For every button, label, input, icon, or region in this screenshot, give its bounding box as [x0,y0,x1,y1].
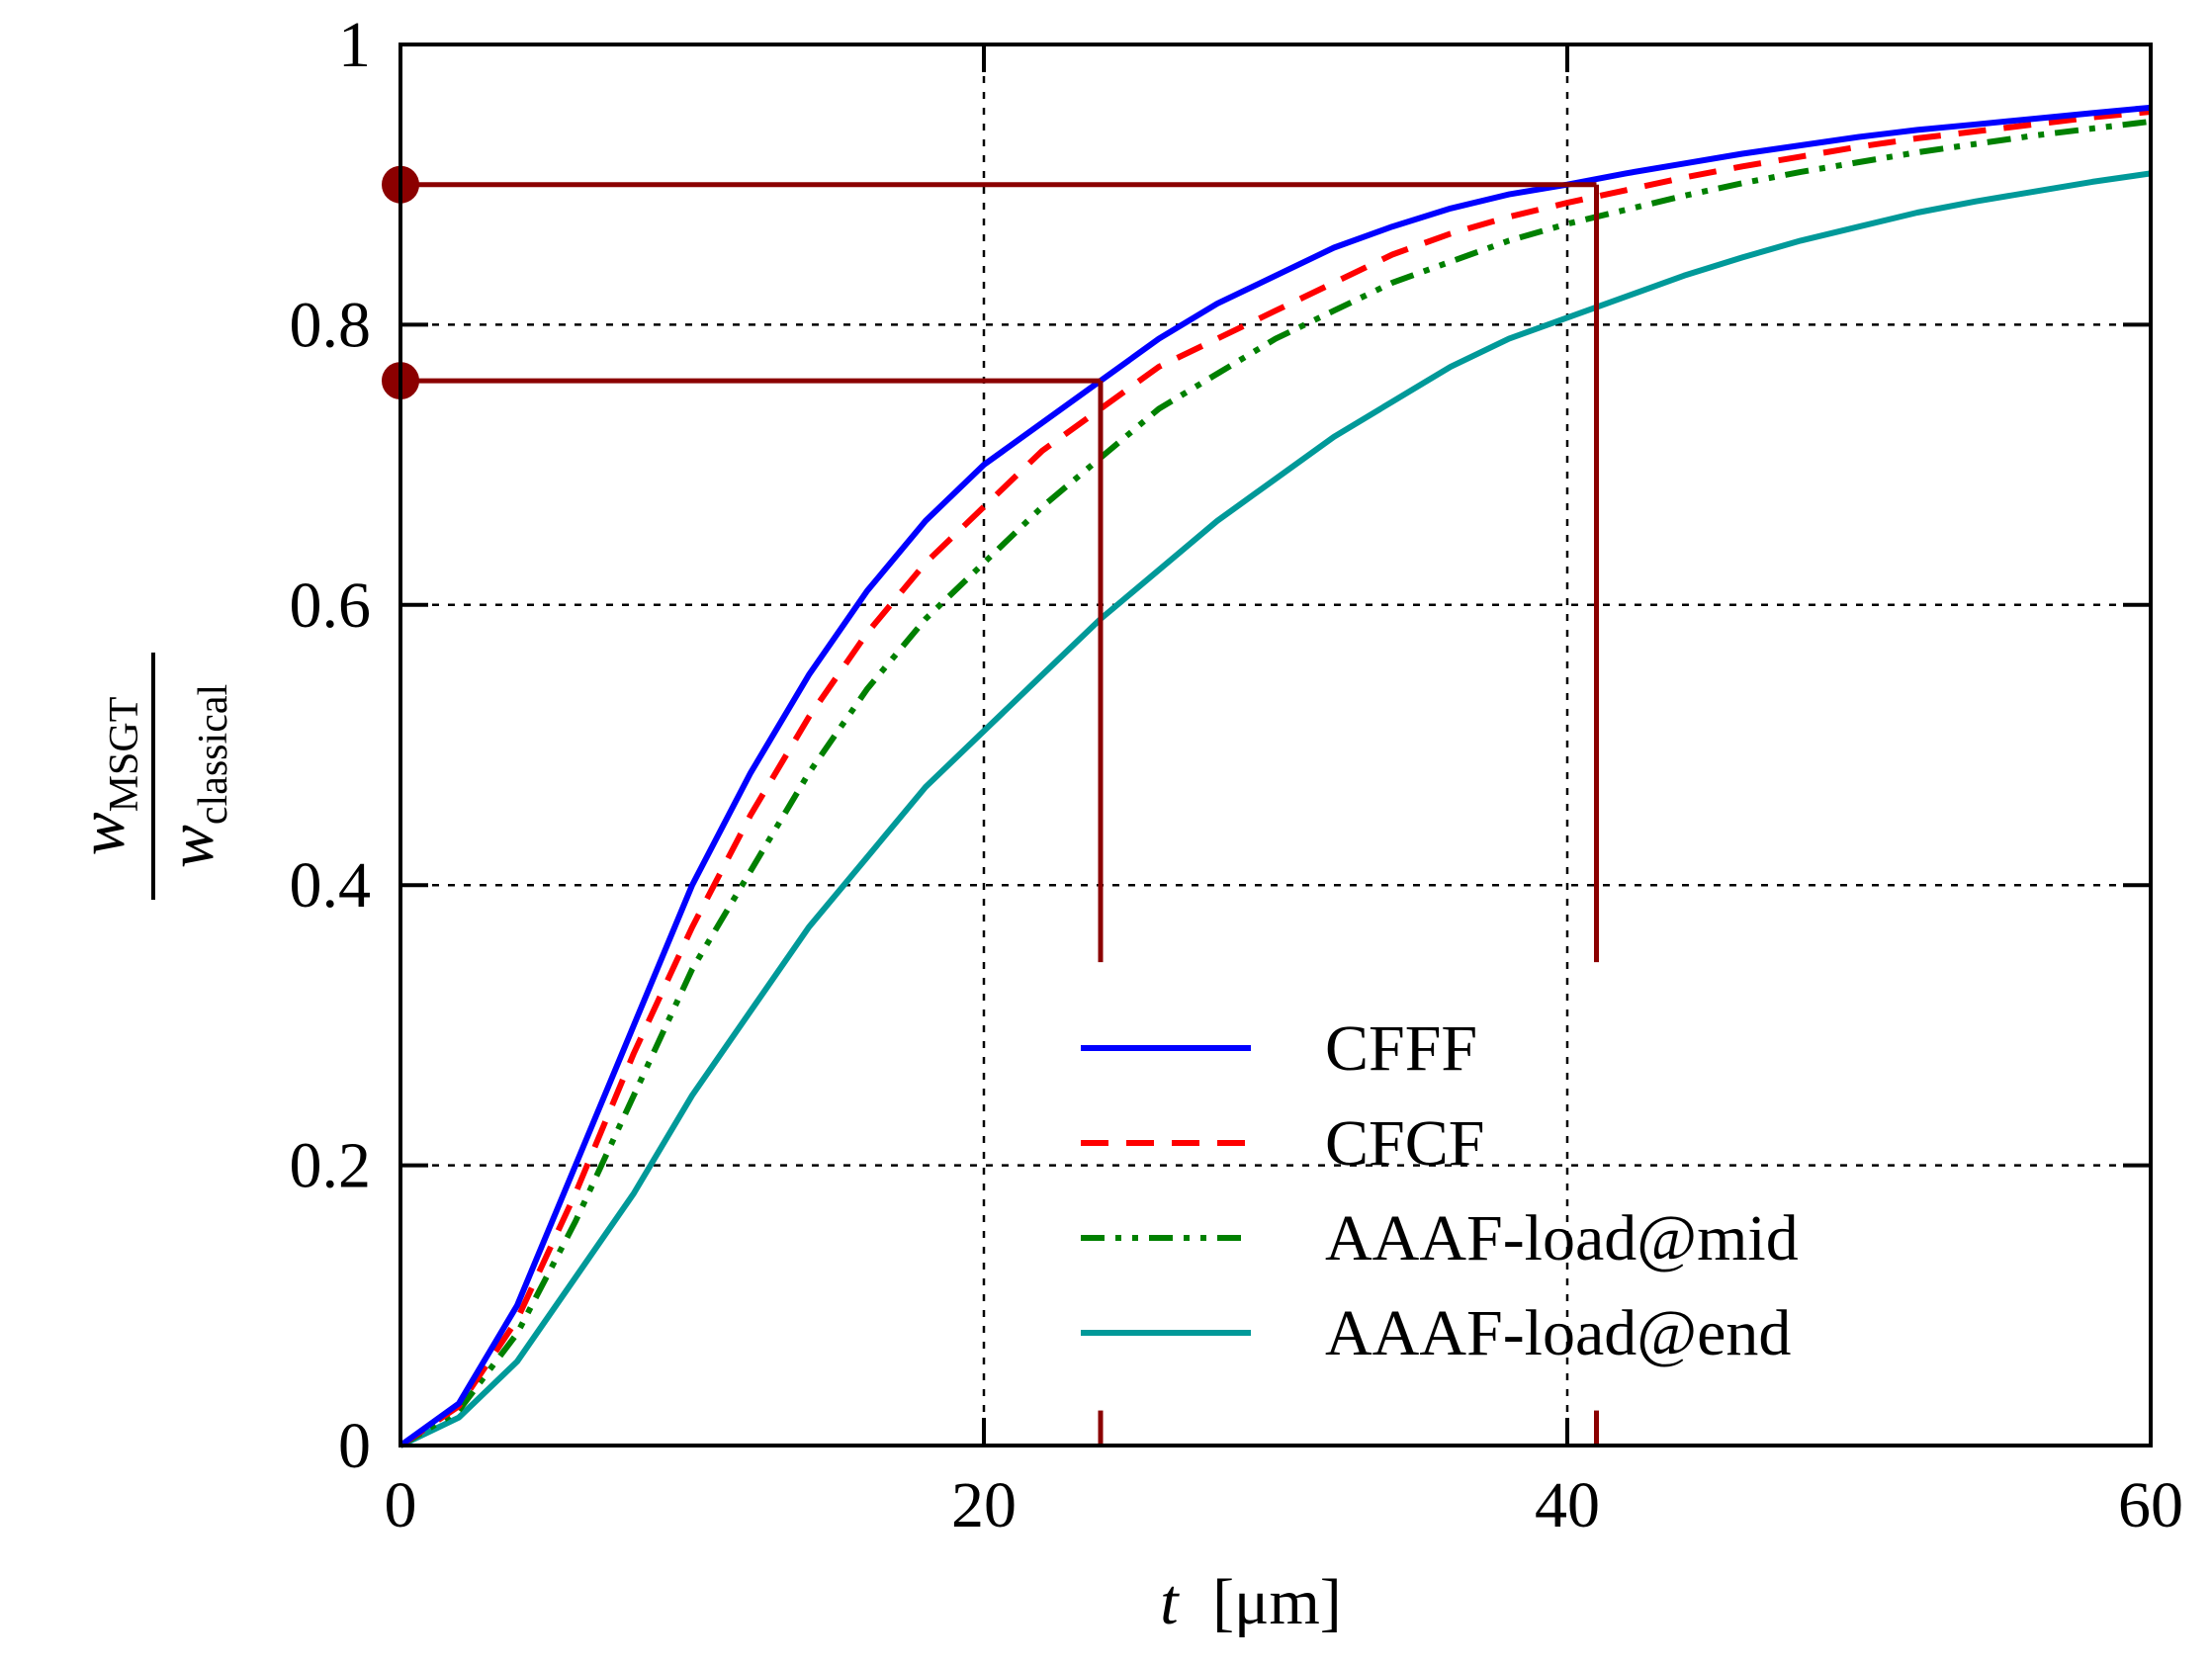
y-axis-denominator: wclassical [155,684,236,868]
x-axis-unit: [μm] [1212,1566,1342,1638]
x-axis-label: t [μm] [1160,1566,1342,1638]
series-layer [398,104,2152,1448]
legend-label: AAAF-load@end [1325,1297,1791,1369]
x-axis-var: t [1160,1566,1180,1638]
y-tick-label: 0.2 [290,1130,372,1202]
y-tick-label: 0.4 [290,849,372,921]
y-tick-label: 0.6 [290,570,372,642]
legend-label: CFCF [1325,1107,1484,1180]
legend-label: AAAF-load@mid [1325,1202,1799,1274]
series-line-cfff [398,104,2152,1448]
y-tick-label: 1 [338,9,371,81]
y-axis-label: wMSGT wclassical [66,653,236,900]
y-tick-label: 0 [338,1410,371,1482]
legend-label: CFFF [1325,1012,1477,1085]
series-line-aaaf-load-end [398,170,2152,1448]
x-tick-label: 0 [385,1469,417,1541]
ticks [398,43,2153,1448]
grid [400,44,2151,1446]
x-tick-label: 20 [951,1469,1017,1541]
series-line-aaaf-load-mid [398,118,2152,1448]
plot-frame [398,43,2153,1448]
y-tick-label: 0.8 [290,289,372,361]
x-tick-label: 40 [1535,1469,1600,1541]
series-line-cfcf [398,109,2152,1448]
y-axis-numerator: wMSGT [66,697,147,856]
legend: CFFF CFCF AAAF-load@mid AAAF-load@end [1081,1012,1799,1369]
x-tick-label: 60 [2118,1469,2183,1541]
tick-labels: 0 20 40 60 0 0.2 0.4 0.6 0.8 1 [290,9,2184,1541]
